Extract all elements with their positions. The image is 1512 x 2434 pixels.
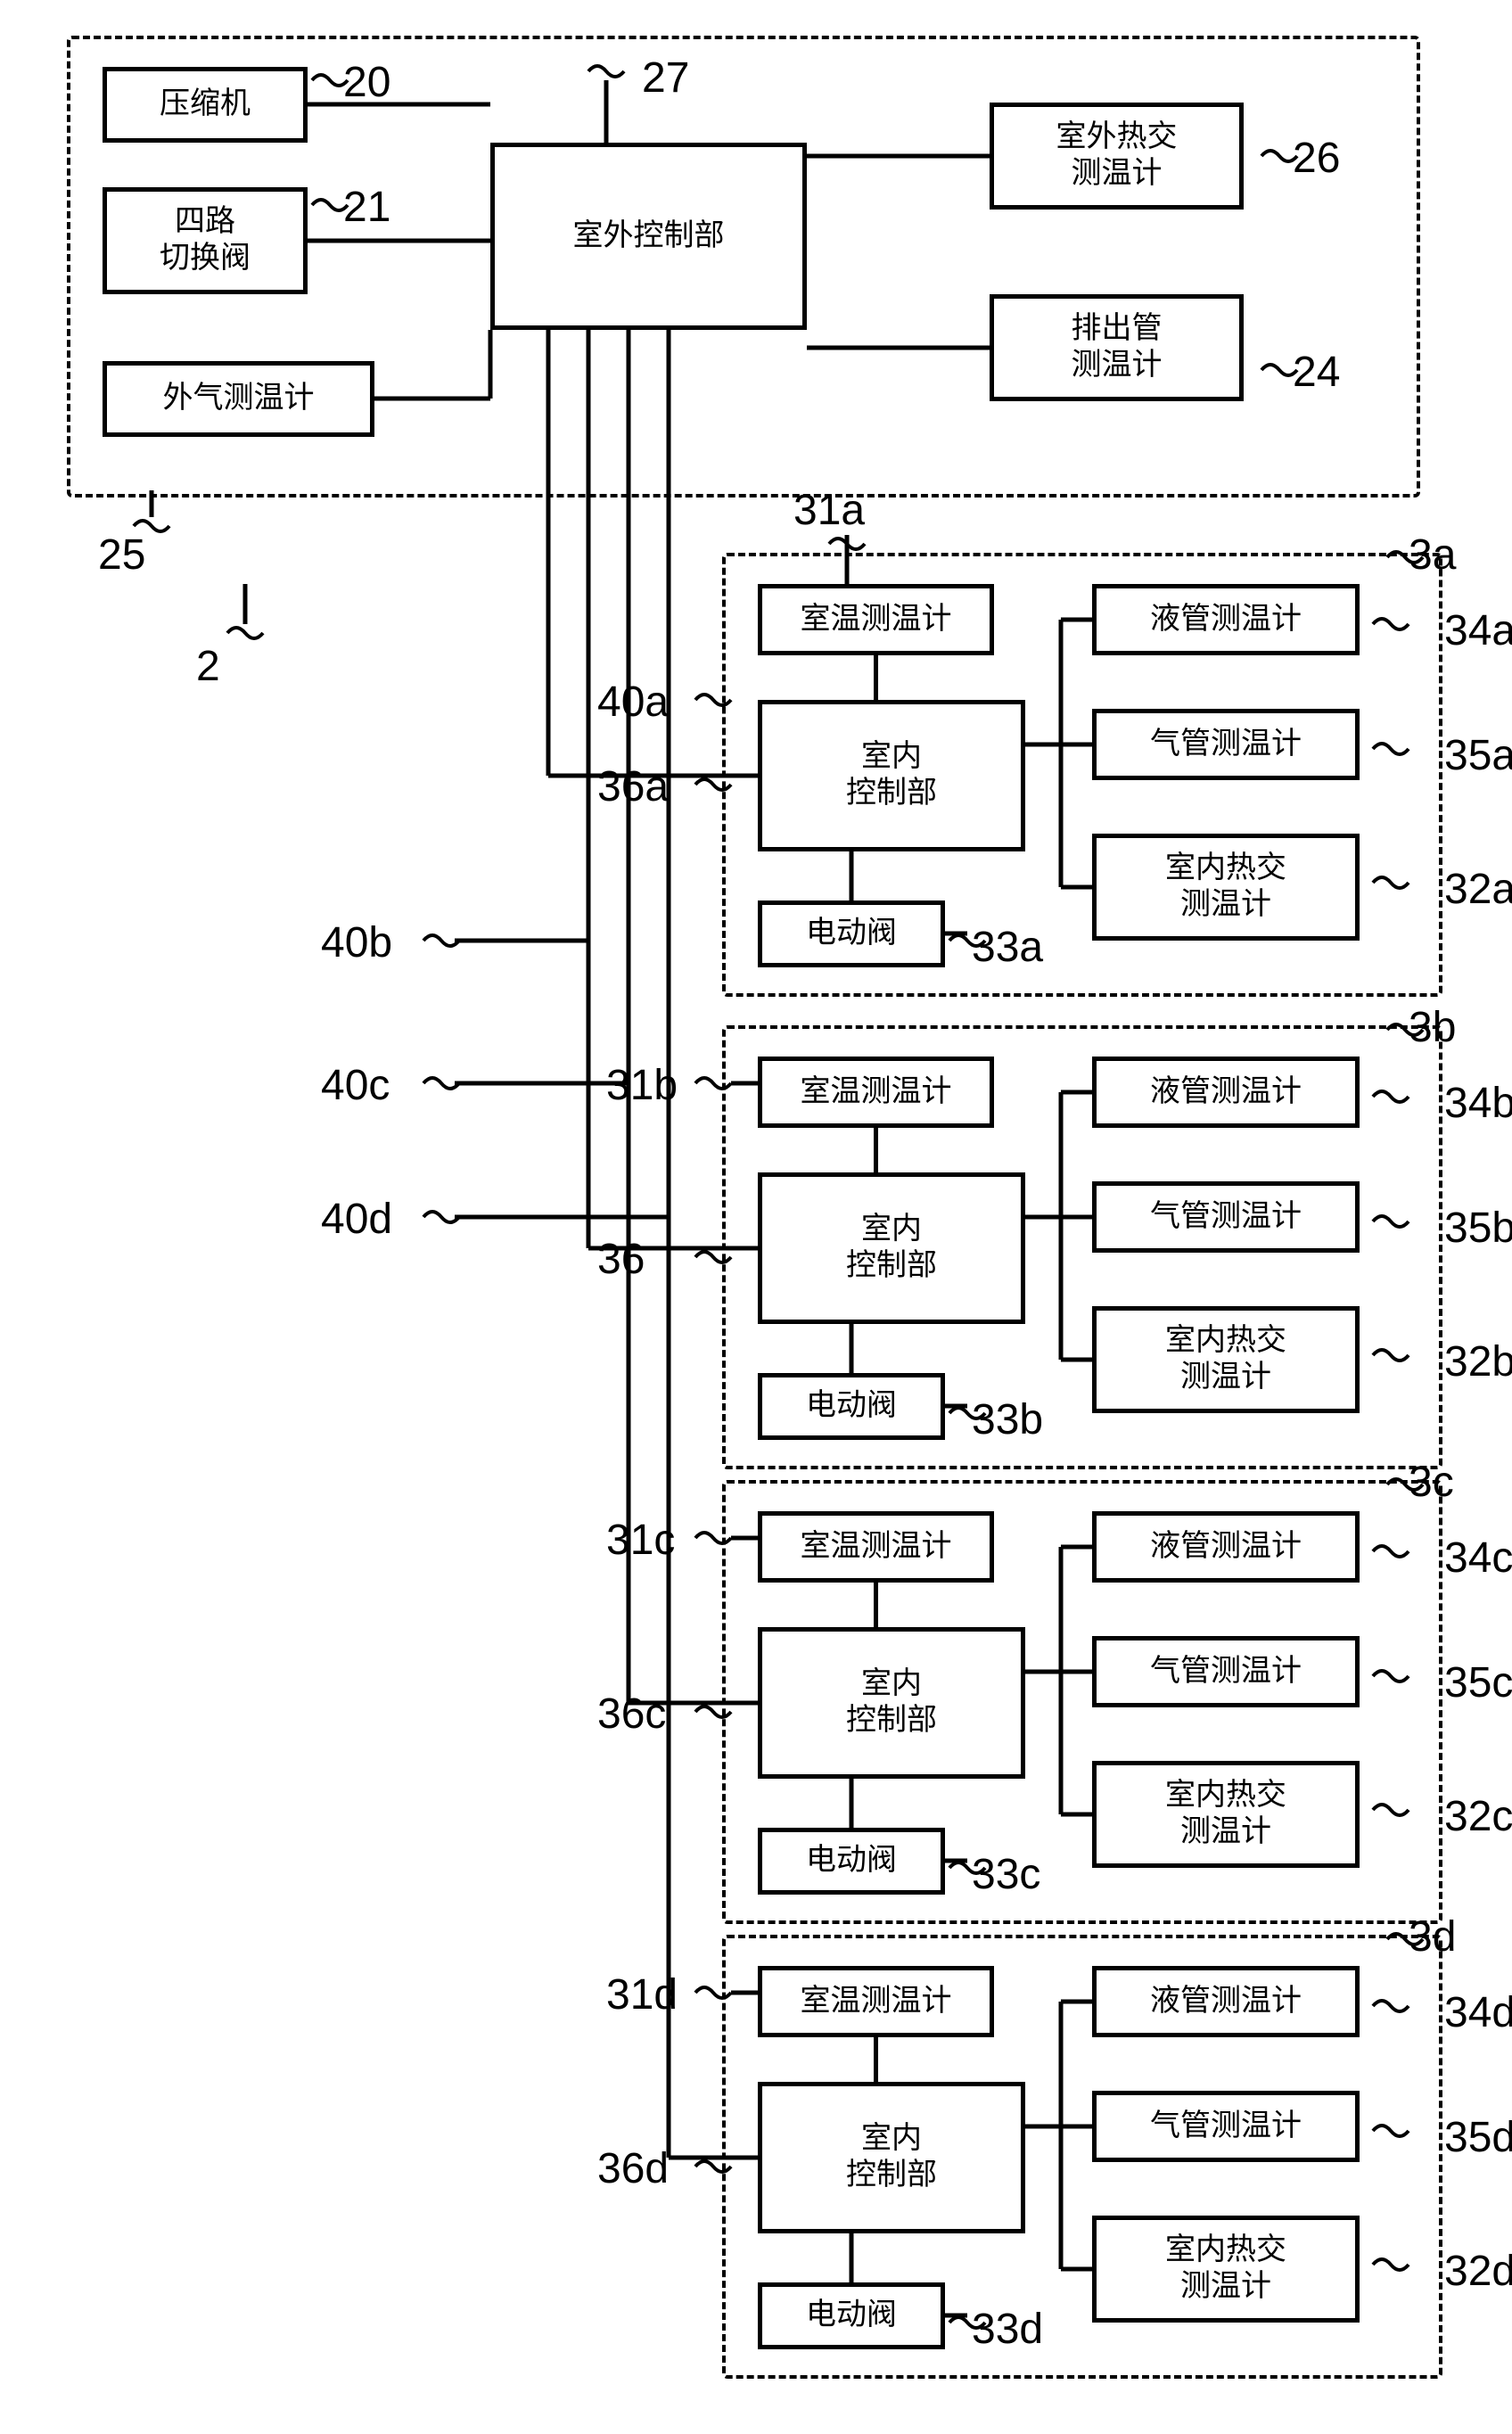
label-32b: 32b — [1444, 1337, 1512, 1386]
liquid-d: 液管测温计 — [1092, 1966, 1360, 2037]
label-32c: 32c — [1444, 1792, 1512, 1841]
indoor-hx-c: 室内热交测温计 — [1092, 1761, 1360, 1868]
label-31a: 31a — [793, 486, 865, 535]
label-36b: 36 — [597, 1235, 645, 1284]
label-35c: 35c — [1444, 1658, 1512, 1707]
label-3c: 3c — [1409, 1458, 1454, 1507]
label-31d: 31d — [606, 1970, 678, 2019]
gas-d: 气管测温计 — [1092, 2091, 1360, 2162]
indoor-ctrl-a: 室内控制部 — [758, 700, 1025, 851]
indoor-ctrl-d: 室内控制部 — [758, 2082, 1025, 2233]
label-31b: 31b — [606, 1061, 678, 1110]
room-temp-d: 室温测温计 — [758, 1966, 994, 2037]
compressor-box: 压缩机 — [103, 67, 308, 143]
label-34b: 34b — [1444, 1079, 1512, 1128]
label-3d: 3d — [1409, 1912, 1456, 1961]
label-3b: 3b — [1409, 1003, 1456, 1052]
label-40d: 40d — [321, 1195, 392, 1244]
label-32d: 32d — [1444, 2247, 1512, 2296]
label-36d: 36d — [597, 2144, 669, 2193]
label-31c: 31c — [606, 1516, 675, 1565]
label-35d: 35d — [1444, 2113, 1512, 2162]
indoor-hx-b: 室内热交测温计 — [1092, 1306, 1360, 1413]
room-temp-a: 室温测温计 — [758, 584, 994, 655]
liquid-b: 液管测温计 — [1092, 1057, 1360, 1128]
outdoor-ctrl-box: 室外控制部 — [490, 143, 807, 330]
label-40a: 40a — [597, 678, 669, 727]
e-valve-d: 电动阀 — [758, 2282, 945, 2349]
indoor-ctrl-c: 室内控制部 — [758, 1627, 1025, 1779]
label-25: 25 — [98, 530, 145, 580]
label-21: 21 — [343, 183, 390, 232]
discharge-box: 排出管测温计 — [990, 294, 1244, 401]
four-way-valve-box: 四路切换阀 — [103, 187, 308, 294]
room-temp-c: 室温测温计 — [758, 1511, 994, 1583]
indoor-ctrl-b: 室内控制部 — [758, 1172, 1025, 1324]
label-33c: 33c — [972, 1850, 1040, 1899]
gas-a: 气管测温计 — [1092, 709, 1360, 780]
label-35b: 35b — [1444, 1204, 1512, 1253]
label-20: 20 — [343, 58, 390, 107]
label-33a: 33a — [972, 923, 1043, 972]
label-36c: 36c — [597, 1690, 666, 1739]
label-24: 24 — [1293, 348, 1340, 397]
liquid-a: 液管测温计 — [1092, 584, 1360, 655]
label-36a: 36a — [597, 762, 669, 811]
liquid-c: 液管测温计 — [1092, 1511, 1360, 1583]
outside-air-box: 外气测温计 — [103, 361, 374, 437]
indoor-hx-a: 室内热交测温计 — [1092, 834, 1360, 941]
label-33d: 33d — [972, 2305, 1043, 2354]
label-33b: 33b — [972, 1395, 1043, 1444]
label-32a: 32a — [1444, 865, 1512, 914]
e-valve-a: 电动阀 — [758, 900, 945, 967]
label-26: 26 — [1293, 134, 1340, 183]
label-35a: 35a — [1444, 731, 1512, 780]
label-2: 2 — [196, 642, 220, 691]
label-40b: 40b — [321, 918, 392, 967]
e-valve-b: 电动阀 — [758, 1373, 945, 1440]
label-3a: 3a — [1409, 530, 1456, 580]
label-34c: 34c — [1444, 1534, 1512, 1583]
label-34a: 34a — [1444, 606, 1512, 655]
e-valve-c: 电动阀 — [758, 1828, 945, 1895]
indoor-hx-d: 室内热交测温计 — [1092, 2216, 1360, 2323]
label-27: 27 — [642, 53, 689, 103]
gas-c: 气管测温计 — [1092, 1636, 1360, 1707]
room-temp-b: 室温测温计 — [758, 1057, 994, 1128]
outdoor-hx-box: 室外热交测温计 — [990, 103, 1244, 210]
gas-b: 气管测温计 — [1092, 1181, 1360, 1253]
label-40c: 40c — [321, 1061, 390, 1110]
label-34d: 34d — [1444, 1988, 1512, 2037]
